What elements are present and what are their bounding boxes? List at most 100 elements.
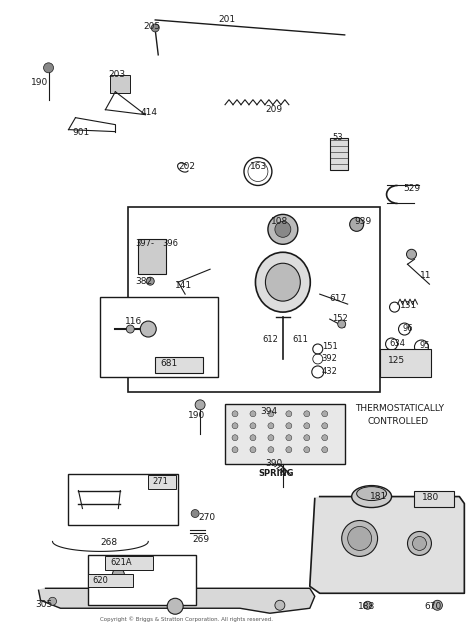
Text: 634: 634 [390, 339, 406, 348]
Text: 202: 202 [178, 161, 195, 171]
Circle shape [350, 217, 364, 231]
Bar [100, 297, 218, 377]
Text: 190: 190 [31, 78, 48, 87]
Ellipse shape [356, 487, 387, 500]
Text: 205: 205 [143, 22, 160, 31]
Text: 268: 268 [100, 538, 118, 548]
Bar [89, 574, 133, 587]
Circle shape [322, 411, 328, 417]
Circle shape [195, 400, 205, 410]
Bar [148, 475, 176, 488]
Bar [155, 357, 203, 373]
Circle shape [275, 601, 285, 611]
Circle shape [250, 411, 256, 417]
Circle shape [286, 447, 292, 453]
Text: 270: 270 [198, 513, 215, 521]
Circle shape [432, 601, 442, 611]
Circle shape [151, 24, 159, 32]
Circle shape [412, 536, 427, 550]
Text: 620: 620 [92, 576, 108, 586]
Circle shape [191, 510, 199, 518]
Circle shape [250, 447, 256, 453]
Circle shape [286, 423, 292, 429]
Circle shape [275, 221, 291, 237]
Text: 188: 188 [358, 602, 375, 611]
Text: 163: 163 [250, 161, 267, 171]
Circle shape [342, 520, 378, 556]
Text: 529: 529 [403, 184, 420, 194]
Circle shape [304, 411, 310, 417]
Circle shape [268, 447, 274, 453]
Circle shape [268, 435, 274, 440]
Circle shape [286, 411, 292, 417]
Text: 203: 203 [109, 70, 126, 78]
Circle shape [322, 435, 328, 440]
Text: 95: 95 [419, 341, 430, 350]
Text: 305: 305 [36, 601, 53, 609]
Text: 414: 414 [140, 108, 157, 117]
Bar [330, 138, 348, 169]
Bar [128, 207, 380, 392]
Circle shape [304, 447, 310, 453]
Text: 209: 209 [265, 105, 282, 114]
Text: 621A: 621A [110, 558, 132, 568]
Circle shape [322, 447, 328, 453]
Bar [225, 404, 345, 464]
Circle shape [126, 325, 134, 333]
Circle shape [364, 601, 372, 609]
Circle shape [268, 214, 298, 244]
Circle shape [232, 435, 238, 440]
Bar [89, 555, 196, 606]
Circle shape [232, 411, 238, 417]
Text: Copyright © Briggs & Stratton Corporation. All rights reserved.: Copyright © Briggs & Stratton Corporatio… [100, 616, 273, 622]
Bar [138, 239, 166, 274]
Text: 617: 617 [330, 294, 347, 303]
Text: 611: 611 [293, 335, 309, 344]
Text: CONTROLLED: CONTROLLED [368, 417, 429, 426]
Bar [110, 75, 130, 93]
Circle shape [232, 423, 238, 429]
Polygon shape [38, 588, 315, 613]
Circle shape [268, 411, 274, 417]
Text: 152: 152 [332, 314, 347, 323]
Text: 11: 11 [419, 271, 431, 280]
Circle shape [268, 423, 274, 429]
Bar [68, 473, 178, 525]
Text: 394: 394 [260, 407, 277, 416]
Circle shape [167, 598, 183, 614]
Text: 681: 681 [160, 359, 177, 368]
Text: 432: 432 [322, 367, 337, 376]
Circle shape [286, 435, 292, 440]
Text: 271: 271 [152, 477, 168, 485]
Text: 151: 151 [322, 342, 337, 351]
Circle shape [48, 597, 56, 606]
Text: 108: 108 [271, 217, 288, 226]
Text: THERMOSTATICALLY: THERMOSTATICALLY [355, 404, 444, 413]
Circle shape [322, 423, 328, 429]
Bar [414, 490, 455, 506]
Circle shape [348, 526, 372, 550]
Text: SPRING: SPRING [258, 468, 293, 478]
Bar [380, 349, 431, 377]
Text: 131: 131 [400, 301, 417, 310]
Text: 190: 190 [188, 411, 205, 420]
Circle shape [304, 435, 310, 440]
Text: 901: 901 [73, 128, 90, 136]
Text: 116: 116 [125, 317, 143, 326]
Text: 396: 396 [162, 239, 178, 249]
Text: 53: 53 [333, 133, 343, 141]
Text: 181: 181 [370, 492, 387, 501]
Circle shape [250, 435, 256, 440]
Ellipse shape [352, 485, 392, 508]
Circle shape [337, 320, 346, 328]
Circle shape [250, 423, 256, 429]
Text: 397-: 397- [135, 239, 155, 249]
Circle shape [44, 63, 54, 73]
Circle shape [146, 277, 154, 285]
Text: 390: 390 [265, 459, 282, 468]
Text: 392: 392 [322, 354, 337, 363]
Text: 125: 125 [388, 356, 405, 365]
Circle shape [112, 568, 124, 581]
Circle shape [408, 531, 431, 555]
Text: 180: 180 [421, 493, 439, 502]
